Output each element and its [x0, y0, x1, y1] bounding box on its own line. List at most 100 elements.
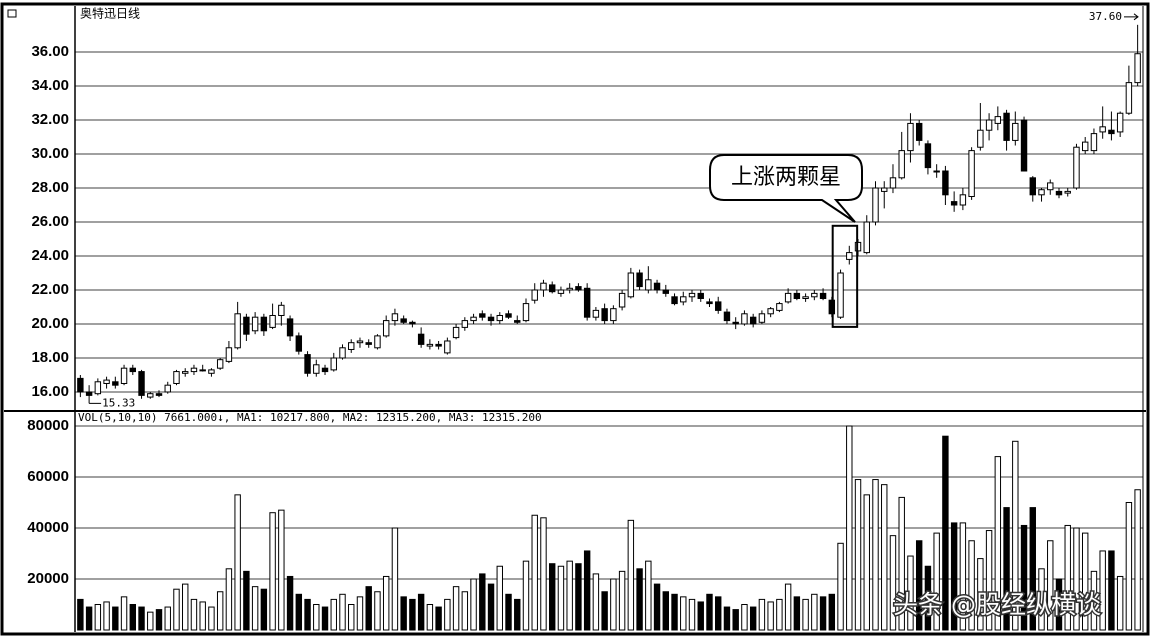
candle-body	[741, 313, 748, 325]
volume-bar	[304, 598, 311, 631]
volume-bar	[452, 586, 460, 631]
candle-body	[452, 326, 460, 339]
candle-body	[846, 252, 853, 260]
candle-body	[391, 313, 399, 322]
volume-bar	[662, 591, 670, 631]
candle-body	[505, 313, 512, 318]
volume-bar	[697, 601, 704, 631]
candle-body	[548, 284, 556, 293]
volume-bar	[120, 596, 128, 631]
candle-body	[653, 282, 661, 291]
candle-body	[977, 129, 984, 148]
min-label: 15.33	[102, 396, 135, 409]
volume-bar	[706, 593, 713, 631]
candle-body	[601, 308, 608, 322]
volume-bar	[1125, 501, 1133, 631]
candle-body	[1125, 82, 1133, 114]
candle-body	[881, 187, 888, 192]
chart-title: 奥特迅日线	[80, 6, 140, 21]
candle-body	[627, 272, 635, 298]
candle-body	[155, 393, 163, 396]
candle-body	[531, 289, 538, 301]
candle-body	[610, 308, 617, 322]
volume-bar	[1073, 527, 1080, 631]
volume-bar	[365, 586, 372, 631]
candle-body	[802, 296, 809, 299]
volume-bar	[837, 542, 844, 631]
candle-body	[645, 279, 652, 291]
candle-body	[94, 381, 102, 395]
candle-body	[103, 379, 110, 384]
volume-bar	[426, 603, 434, 631]
volume-bar	[348, 603, 355, 631]
candle-body	[776, 303, 783, 311]
volume-bar	[505, 593, 512, 631]
candle-body	[313, 364, 320, 374]
candle-body	[1116, 112, 1124, 133]
callout-bubble	[709, 154, 863, 223]
volume-bar	[1081, 532, 1089, 631]
candle-body	[190, 367, 198, 373]
candle-body	[304, 354, 311, 374]
y-tick-label: 24.00	[31, 247, 69, 264]
volume-bar	[531, 514, 538, 631]
candle-body	[269, 314, 276, 328]
max-label: 37.60	[1089, 10, 1122, 23]
volume-bar	[147, 611, 154, 631]
volume-bar	[688, 598, 696, 631]
volume-bar	[77, 598, 84, 631]
volume-bar	[112, 606, 119, 631]
volume-bar	[444, 598, 451, 631]
candle-body	[715, 301, 722, 311]
candle-body	[199, 369, 206, 372]
candle-body	[251, 316, 259, 332]
volume-bar	[575, 563, 582, 631]
candle-body	[522, 303, 530, 322]
volume-bar	[741, 603, 748, 631]
candle-body	[444, 340, 451, 354]
volume-bar	[889, 535, 897, 631]
candle-body	[400, 318, 407, 323]
candle-body	[120, 367, 128, 384]
candle-body	[234, 313, 241, 349]
volume-bar	[417, 593, 425, 631]
candle-body	[278, 304, 285, 316]
volume-bar	[461, 591, 469, 631]
candle-body	[566, 287, 573, 291]
volume-bar	[854, 479, 862, 631]
volume-bar	[164, 606, 171, 631]
volume-bar	[435, 606, 442, 631]
candle-body	[321, 367, 329, 373]
candle-body	[1099, 126, 1106, 133]
candle-body	[985, 119, 993, 131]
volume-bar	[514, 598, 521, 631]
y-tick-label: 60000	[27, 468, 69, 485]
candle-body	[487, 316, 495, 322]
candle-body	[907, 122, 914, 152]
volume-bar	[155, 609, 163, 631]
candle-body	[138, 371, 145, 396]
volume-bar	[286, 575, 294, 631]
volume-bar	[339, 593, 346, 631]
volume-bar	[758, 598, 766, 631]
volume-bar	[959, 522, 967, 631]
candle-body	[147, 393, 154, 398]
volume-bar	[216, 591, 224, 631]
candle-body	[898, 150, 905, 179]
candle-body	[286, 318, 294, 337]
volume-bar	[985, 530, 993, 631]
candle-body	[85, 391, 93, 396]
candle-body	[164, 384, 171, 393]
volume-bar	[391, 527, 399, 631]
candle-body	[732, 321, 739, 325]
candle-body	[470, 316, 477, 322]
max-arrow	[1124, 13, 1139, 21]
candle-body	[208, 369, 215, 374]
candle-body	[618, 292, 626, 308]
candle-body	[793, 292, 801, 299]
y-tick-label: 26.00	[31, 213, 69, 230]
y-tick-label: 16.00	[31, 383, 69, 400]
volume-bar	[732, 609, 739, 631]
candle-body	[374, 335, 381, 349]
